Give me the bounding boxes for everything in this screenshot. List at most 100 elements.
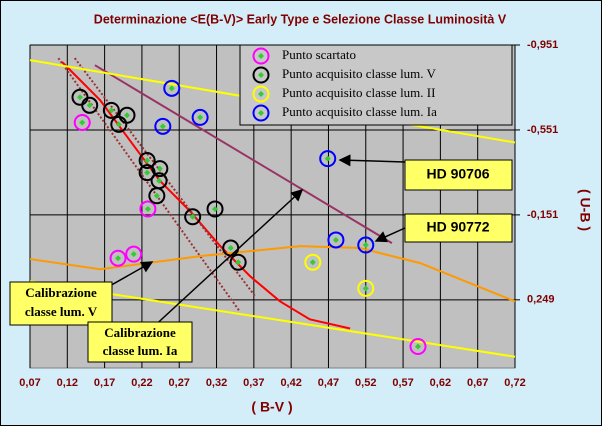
point — [102, 101, 120, 119]
point — [184, 208, 202, 226]
marker-dot — [130, 251, 137, 258]
marker-dot — [168, 85, 175, 92]
x-tick-label: 0,72 — [504, 377, 525, 389]
legend: Punto scartato Punto acquisito classe lum… — [239, 44, 513, 126]
marker-dot — [235, 259, 242, 266]
marker-dot — [79, 119, 86, 126]
x-axis-label: ( B-V ) — [251, 399, 292, 415]
legend-marker — [252, 104, 270, 122]
x-tick-label: 0,17 — [94, 377, 115, 389]
marker-dot — [258, 72, 264, 78]
annotation: classe lum. V — [25, 304, 98, 319]
y-tick-label: -0,551 — [527, 124, 558, 136]
legend-marker — [252, 47, 270, 65]
chart-title: Determinazione <E(B-V)> Early Type e Sel… — [94, 12, 507, 26]
marker-ring — [252, 66, 270, 84]
marker-ring — [154, 117, 172, 135]
marker-dot — [415, 343, 421, 350]
annotation: Calibrazione — [25, 285, 97, 300]
y-axis-label: ( U-B ) — [577, 189, 593, 231]
marker-ring — [102, 101, 120, 119]
marker-dot — [362, 285, 369, 292]
x-tick-label: 0,42 — [280, 377, 301, 389]
marker-ring — [73, 114, 91, 132]
point — [191, 108, 209, 126]
y-tick-label: -0,151 — [527, 209, 558, 221]
point — [109, 249, 127, 267]
x-tick-label: 0,22 — [131, 377, 152, 389]
marker-dot — [76, 94, 83, 101]
marker-ring — [138, 152, 156, 170]
marker-dot — [324, 155, 331, 162]
marker-dot — [115, 255, 122, 262]
legend-label: Punto acquisito classe lum. Ia — [282, 104, 437, 119]
marker-dot — [197, 114, 204, 121]
marker-dot — [309, 259, 316, 266]
x-tick-label: 0,52 — [355, 377, 376, 389]
point — [206, 200, 224, 218]
point — [304, 253, 322, 271]
marker-ring — [252, 47, 270, 65]
point — [327, 231, 345, 249]
marker-dot — [144, 205, 151, 212]
legend-label: Punto acquisito classe lum. V — [282, 66, 437, 81]
marker-dot — [332, 236, 339, 243]
marker-ring — [319, 150, 337, 168]
marker-ring — [206, 200, 224, 218]
x-tick-label: 0,57 — [392, 377, 413, 389]
x-tick-label: 0,47 — [318, 377, 339, 389]
annotation: HD 90772 — [426, 219, 489, 235]
y-tick-label: 0,249 — [527, 294, 555, 306]
point — [357, 279, 375, 297]
arrow — [338, 154, 406, 167]
marker-dot — [258, 91, 264, 97]
marker-dot — [156, 177, 163, 184]
y-tick-label: -0,951 — [527, 39, 558, 51]
marker-dot — [189, 213, 196, 220]
marker-ring — [229, 253, 247, 271]
marker-ring — [252, 104, 270, 122]
point — [151, 160, 169, 178]
marker-ring — [327, 231, 345, 249]
points — [71, 79, 427, 356]
annotation: classe lum. Ia — [103, 343, 178, 358]
x-tick-label: 0,37 — [243, 377, 264, 389]
legend-box — [239, 44, 513, 126]
line — [61, 61, 351, 330]
marker-ring — [409, 338, 427, 356]
marker-ring — [125, 245, 143, 263]
line — [94, 64, 393, 244]
marker-dot — [153, 192, 160, 199]
legend-label: Punto scartato — [282, 47, 356, 62]
marker-dot — [258, 53, 264, 59]
annotation: Calibrazione — [104, 325, 176, 340]
legend-marker — [252, 66, 270, 84]
point — [163, 79, 181, 97]
annotation: HD 90706 — [426, 166, 489, 182]
marker-ring — [163, 79, 181, 97]
point — [138, 152, 156, 170]
marker-dot — [212, 205, 219, 212]
marker-dot — [159, 123, 166, 130]
point — [229, 253, 247, 271]
marker-ring — [357, 279, 375, 297]
point — [148, 187, 166, 205]
point — [110, 115, 128, 133]
x-tick-label: 0,27 — [169, 377, 190, 389]
annotations: HD 90706 HD 90772 Calibrazione classe lu… — [9, 154, 513, 363]
x-tick-label: 0,62 — [430, 377, 451, 389]
marker-ring — [139, 200, 157, 218]
marker-dot — [124, 112, 130, 119]
arrow — [374, 227, 406, 243]
marker-dot — [144, 157, 151, 164]
x-tick-label: 0,07 — [19, 377, 40, 389]
point — [81, 96, 99, 114]
x-tick-label: 0,67 — [467, 377, 488, 389]
marker-ring — [148, 187, 166, 205]
marker-dot — [115, 121, 122, 128]
legend-label: Punto acquisito classe lum. II — [282, 85, 435, 100]
annotation-box — [404, 213, 513, 243]
marker-dot — [227, 245, 234, 252]
marker-dot — [144, 169, 151, 176]
